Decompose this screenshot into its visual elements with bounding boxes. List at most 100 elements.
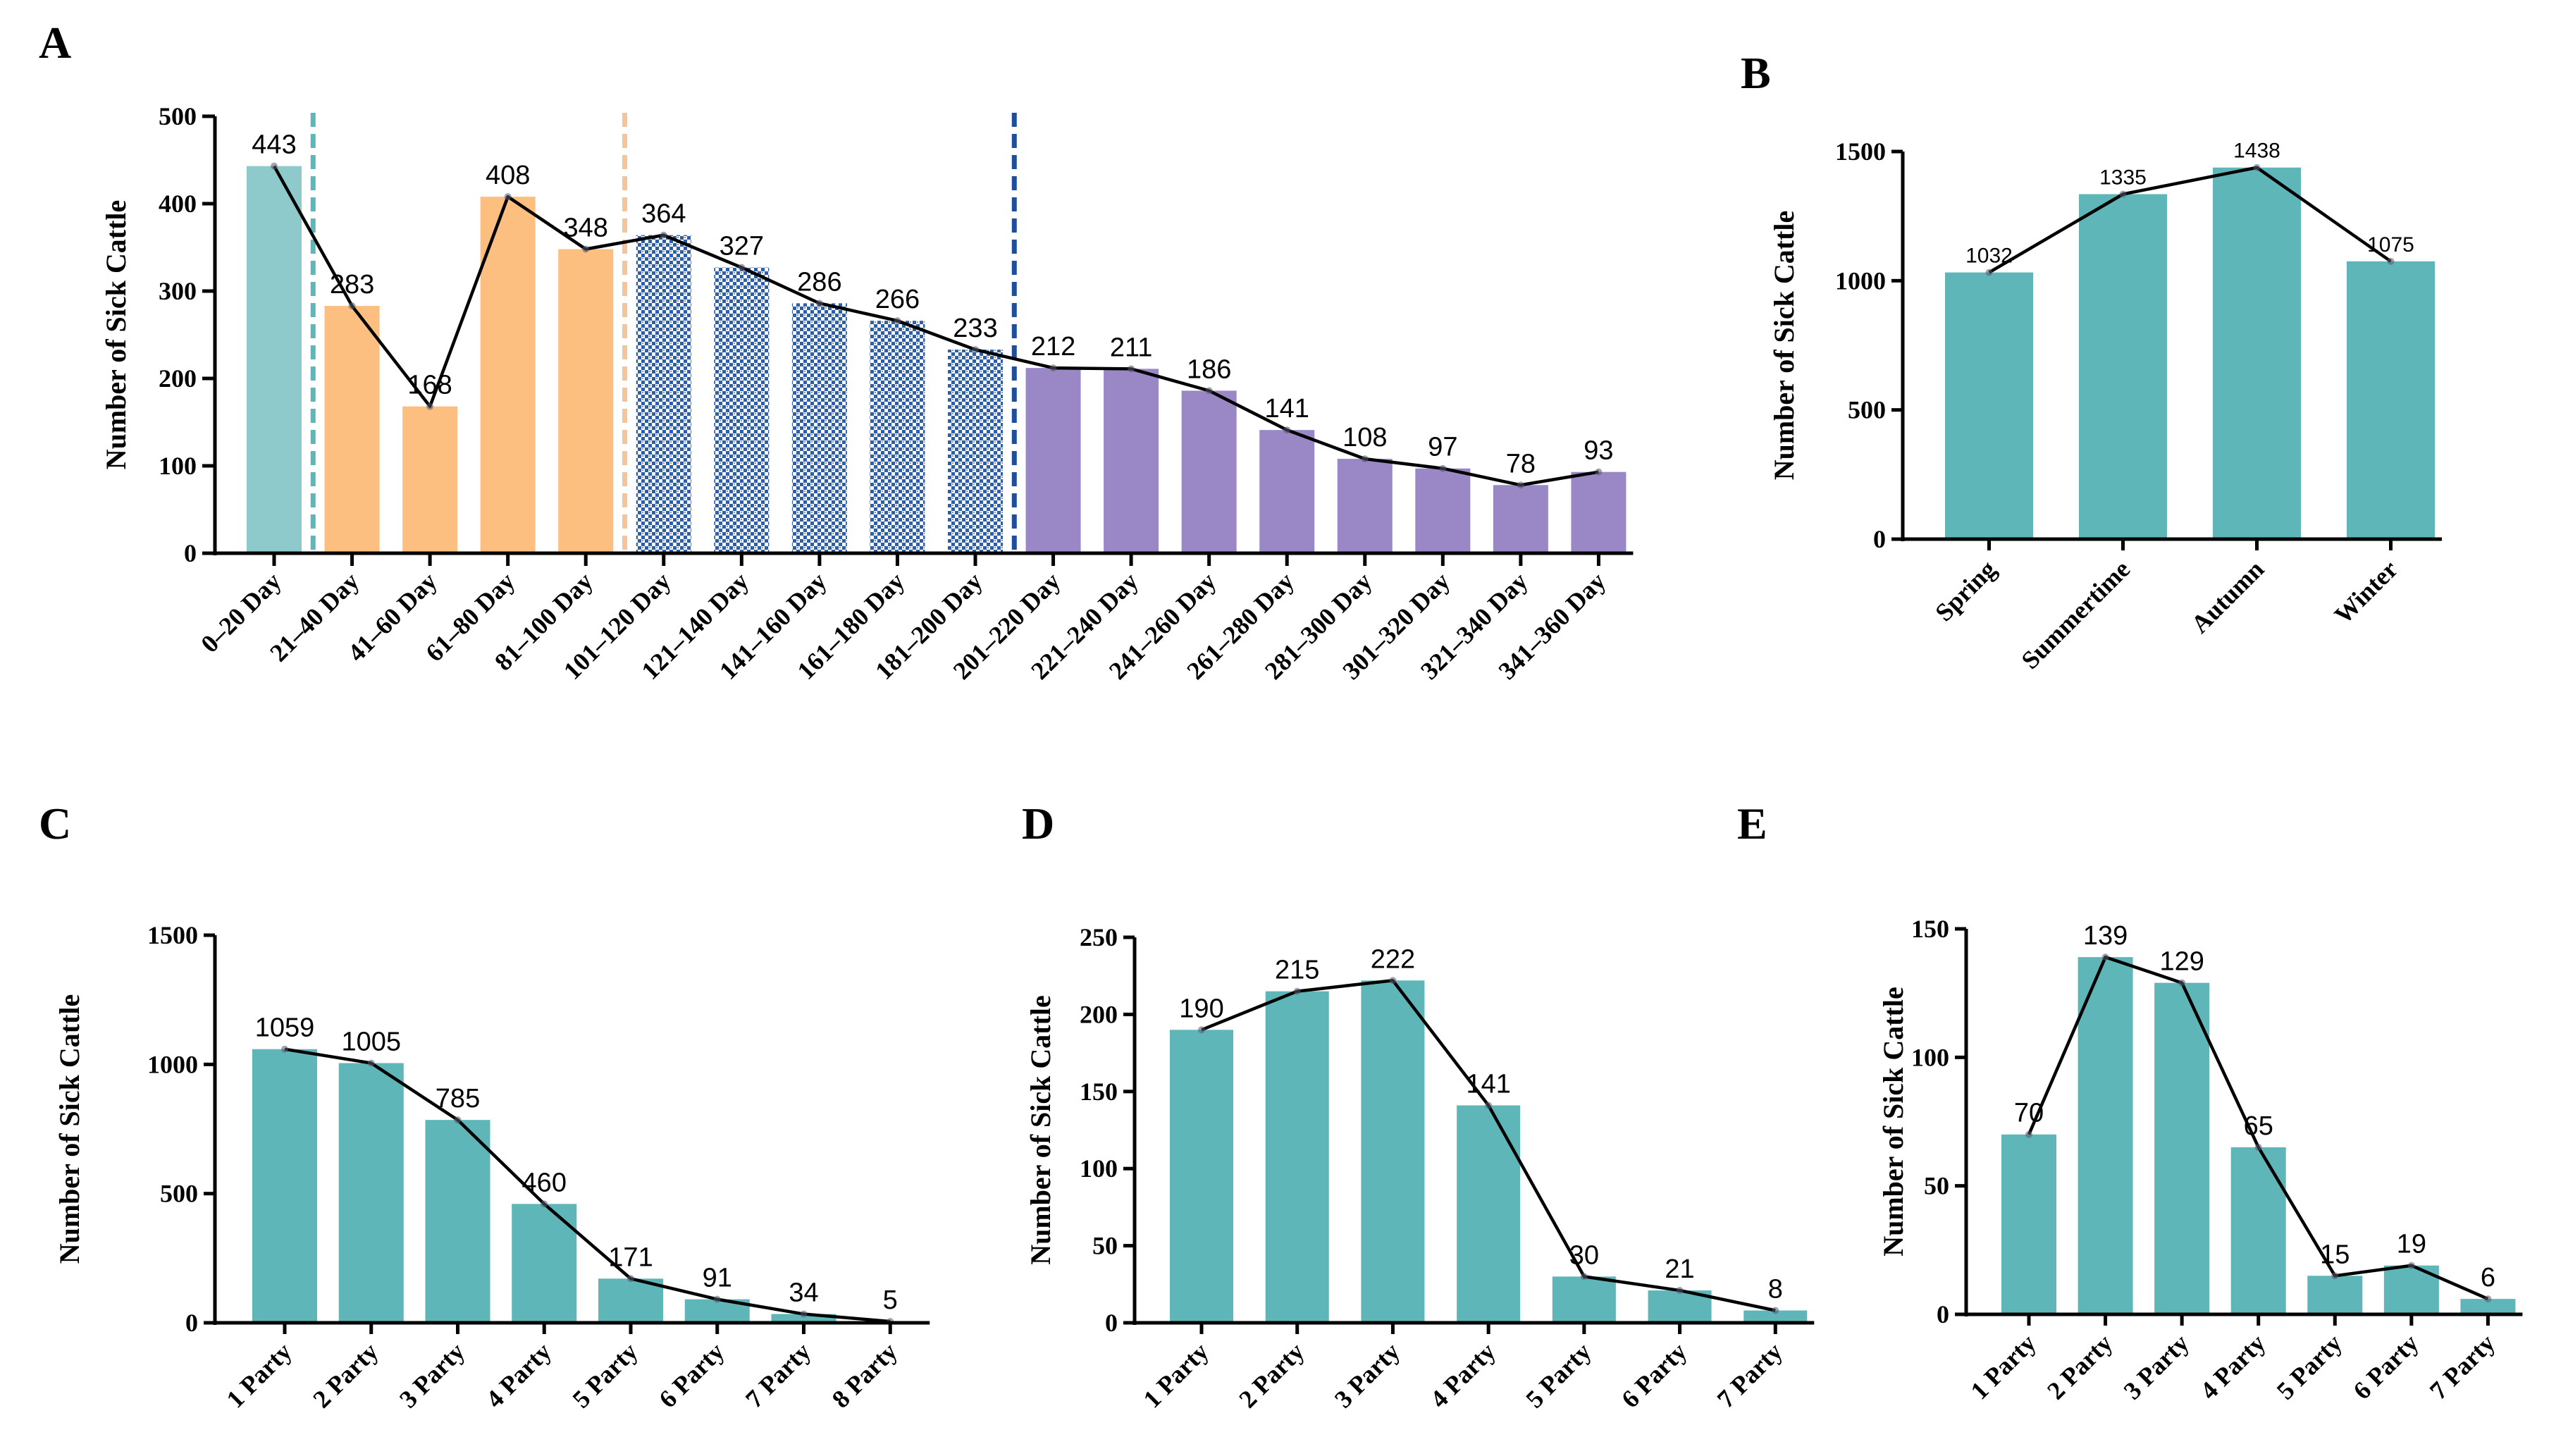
trend-point-7	[800, 1310, 808, 1318]
trend-point-1	[2025, 1130, 2032, 1138]
y-tick-label-6: 500	[159, 102, 197, 130]
bar-11	[1025, 368, 1081, 553]
value-label-8: 286	[797, 267, 841, 297]
y-tick-label-2: 50	[1092, 1232, 1118, 1260]
value-label-1: 443	[252, 130, 296, 160]
x-tick-label-2: Summertime	[2015, 555, 2135, 674]
bar-4	[2347, 261, 2435, 539]
x-tick-label-6: 6 Party	[2347, 1328, 2424, 1405]
trend-point-4	[541, 1200, 548, 1208]
x-tick-label-2: 2 Party	[1233, 1337, 1309, 1413]
trend-point-10	[972, 346, 979, 354]
trend-point-16	[1439, 464, 1447, 472]
y-tick-label-1: 0	[1105, 1309, 1118, 1337]
x-tick-label-7: 7 Party	[1712, 1337, 1788, 1413]
bar-1	[1170, 1030, 1233, 1323]
value-label-2: 139	[2083, 921, 2128, 951]
bar-1	[1945, 272, 2033, 539]
y-axis-title: Number of Sick Cattle	[1877, 987, 1909, 1257]
trend-point-3	[426, 402, 434, 410]
y-tick-label-4: 150	[1911, 915, 1949, 943]
y-tick-label-3: 100	[1080, 1154, 1118, 1183]
y-tick-label-1: 0	[1873, 525, 1886, 553]
trend-line	[284, 1047, 891, 1324]
bar-18	[1571, 471, 1626, 553]
bar-7	[1743, 1310, 1808, 1323]
value-label-4: 141	[1466, 1069, 1510, 1099]
value-label-3: 785	[436, 1084, 480, 1113]
panel-d: D 190 215 222 141 30 21 8 0 50 100 150 200 250 1 Party…	[1022, 798, 1815, 1414]
y-tick-label-2: 100	[159, 452, 197, 480]
x-tick-label-7: 7 Party	[2424, 1328, 2500, 1405]
value-label-5: 171	[608, 1242, 653, 1272]
bar-2	[2078, 957, 2133, 1314]
y-tick-label-1: 0	[185, 1309, 198, 1337]
trend-point-1	[281, 1045, 288, 1053]
panel-b: B 1032 1335 1438 1075 0 500 1000 1500 Spring Summe…	[1741, 48, 2442, 674]
value-label-7: 34	[789, 1278, 818, 1308]
x-tick-label-5: 5 Party	[2271, 1328, 2347, 1405]
y-tick-label-5: 200	[1080, 1000, 1118, 1028]
bar-7	[2460, 1299, 2516, 1314]
bar-17	[1493, 485, 1548, 553]
bar-1	[252, 1049, 317, 1323]
trend-point-8	[815, 300, 823, 307]
trend-point-1	[1985, 269, 1993, 276]
trend-point-6	[713, 1295, 721, 1303]
y-tick-label-5: 400	[159, 190, 197, 218]
value-label-3: 168	[407, 371, 452, 400]
y-tick-label-2: 500	[160, 1180, 198, 1208]
bar-2	[1265, 991, 1329, 1323]
x-tick-label-8: 8 Party	[827, 1337, 903, 1413]
trend-point-3	[454, 1116, 462, 1124]
x-tick-label-3: 3 Party	[2118, 1328, 2194, 1405]
y-tick-label-4: 300	[159, 277, 197, 305]
x-tick-label-4: 4 Party	[1425, 1337, 1501, 1413]
bar-9	[870, 321, 925, 553]
x-tick-label-1: 1 Party	[1965, 1328, 2041, 1405]
bar-2	[2079, 194, 2167, 539]
trend-point-6	[660, 231, 667, 239]
value-label-1: 70	[2014, 1099, 2044, 1128]
value-label-18: 93	[1584, 436, 1613, 466]
value-label-2: 215	[1275, 956, 1319, 985]
value-label-1: 1059	[255, 1013, 315, 1043]
y-axis-title: Number of Sick Cattle	[1768, 211, 1800, 481]
value-label-1: 1032	[1965, 245, 2013, 268]
trend-point-7	[2484, 1295, 2492, 1303]
y-tick-label-4: 150	[1080, 1078, 1118, 1106]
x-tick-label-1: Spring	[1930, 555, 2001, 627]
bar-4	[2230, 1147, 2286, 1314]
value-label-2: 283	[330, 270, 374, 300]
trend-point-11	[1049, 364, 1057, 372]
value-label-17: 78	[1506, 449, 1536, 479]
value-label-10: 233	[953, 314, 997, 343]
trend-point-3	[2178, 979, 2186, 987]
x-tick-label-3: 3 Party	[1329, 1337, 1405, 1413]
bar-8	[791, 303, 847, 553]
panel-e: E 70 139 129 65 15 19 6 0 50 100 150 1 Party 2 Party 3…	[1737, 798, 2523, 1405]
bar-15	[1337, 459, 1393, 553]
x-tick-label-1: 1 Party	[221, 1337, 297, 1413]
trend-point-5	[2331, 1272, 2339, 1280]
y-tick-label-1: 0	[184, 539, 197, 567]
bar-3	[1361, 980, 1425, 1323]
trend-point-2	[367, 1059, 375, 1067]
trend-point-5	[1580, 1273, 1588, 1281]
trend-line	[1988, 166, 2392, 274]
panel-c: C 1059 1005 785 460 171 91 34 5 0 500 1000 1500 1 Par…	[39, 798, 930, 1414]
value-label-9: 266	[875, 285, 920, 314]
bar-5	[598, 1278, 663, 1323]
y-tick-label-3: 1000	[1835, 266, 1886, 295]
trend-point-6	[2407, 1261, 2415, 1269]
trend-point-6	[1676, 1287, 1684, 1295]
value-label-2: 1005	[341, 1028, 401, 1057]
trend-point-14	[1283, 426, 1291, 434]
panel-a: A 443 283 168 408 348 364 327 286 266 233 212 211 186…	[39, 18, 1634, 685]
value-label-4: 65	[2244, 1111, 2273, 1141]
y-axis-title: Number of Sick Cattle	[100, 200, 132, 470]
trend-point-2	[2119, 190, 2127, 198]
value-label-3: 129	[2159, 947, 2204, 977]
bar-5	[2307, 1276, 2363, 1314]
